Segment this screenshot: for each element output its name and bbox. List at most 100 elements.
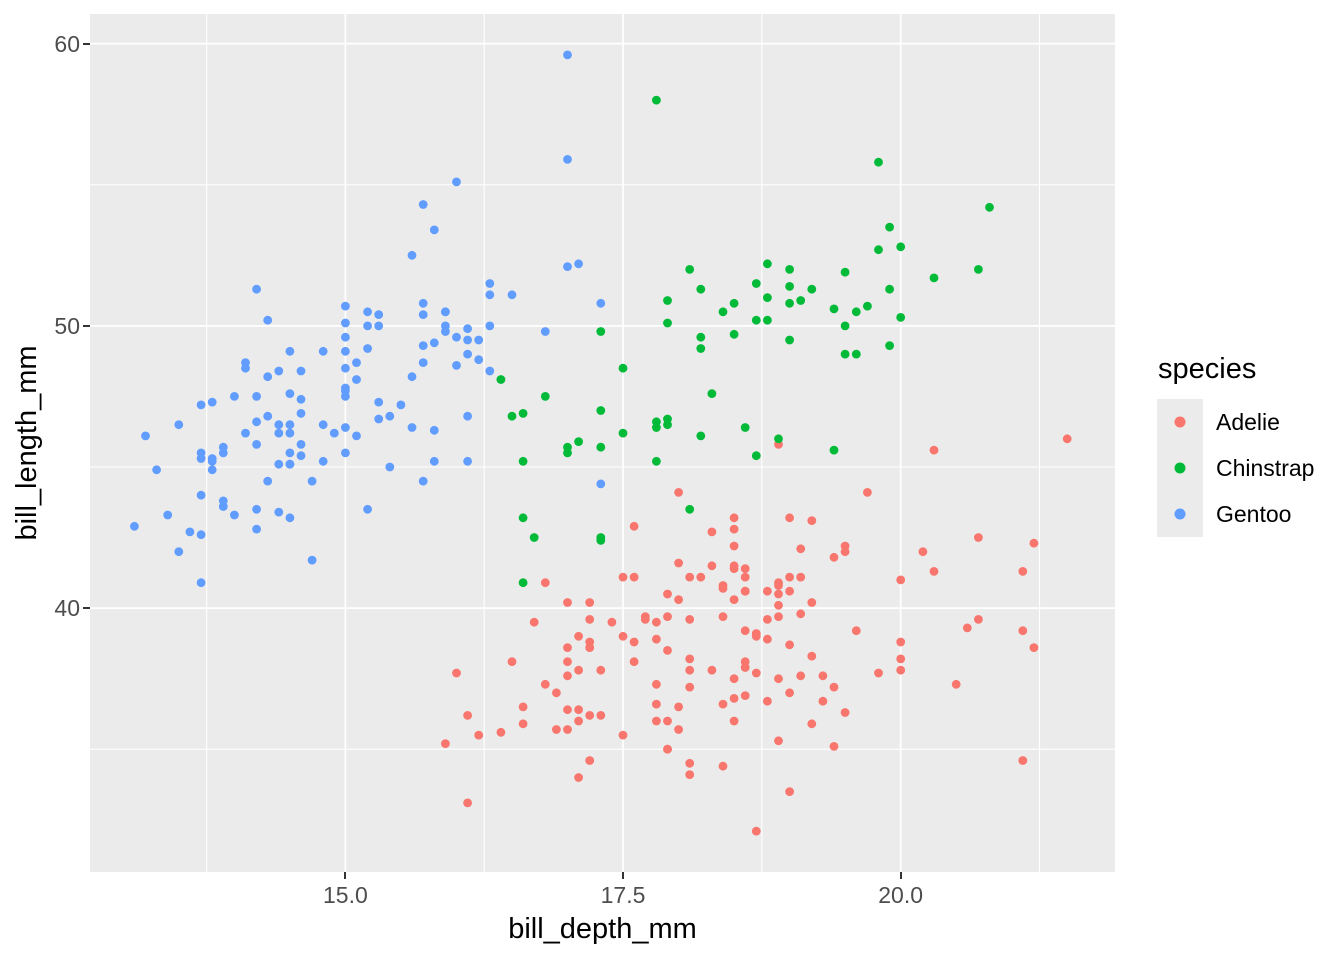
- data-point-chinstrap: [696, 284, 706, 294]
- data-point-adelie: [729, 595, 739, 604]
- data-point-adelie: [685, 654, 695, 664]
- data-point-gentoo: [274, 366, 284, 376]
- legend-dot-icon: [1174, 508, 1186, 520]
- legend-dot-icon: [1174, 462, 1186, 474]
- data-point-gentoo: [429, 338, 439, 348]
- data-point-adelie: [807, 651, 817, 661]
- data-point-gentoo: [274, 420, 284, 430]
- data-point-chinstrap: [718, 307, 728, 317]
- data-point-gentoo: [285, 459, 295, 469]
- data-point-gentoo: [341, 318, 350, 328]
- data-point-adelie: [629, 657, 639, 667]
- data-point-adelie: [1029, 643, 1039, 652]
- data-point-gentoo: [230, 510, 239, 520]
- data-point-adelie: [763, 634, 772, 644]
- data-point-adelie: [663, 646, 672, 655]
- data-point-chinstrap: [785, 265, 794, 274]
- data-point-gentoo: [296, 440, 306, 449]
- data-point-adelie: [829, 742, 839, 751]
- data-point-gentoo: [285, 513, 295, 523]
- legend-item-adelie: Adelie: [1157, 399, 1314, 445]
- data-point-adelie: [574, 716, 583, 726]
- data-point-adelie: [751, 826, 761, 836]
- data-point-adelie: [441, 739, 450, 748]
- x-tick-mark: [344, 872, 347, 879]
- data-point-gentoo: [263, 315, 273, 325]
- data-point-gentoo: [418, 310, 428, 319]
- data-point-chinstrap: [829, 304, 839, 314]
- data-point-adelie: [951, 679, 961, 689]
- data-point-gentoo: [141, 431, 150, 441]
- data-point-chinstrap: [974, 265, 983, 274]
- data-point-adelie: [607, 617, 617, 627]
- data-point-gentoo: [441, 327, 450, 336]
- data-point-gentoo: [307, 476, 317, 486]
- data-point-chinstrap: [840, 267, 850, 277]
- data-point-chinstrap: [863, 301, 872, 311]
- data-point-gentoo: [452, 361, 461, 370]
- data-point-gentoo: [207, 397, 217, 407]
- x-tick-label: 15.0: [323, 882, 368, 908]
- data-point-adelie: [929, 567, 939, 576]
- data-point-adelie: [774, 581, 783, 590]
- data-point-chinstrap: [663, 296, 672, 305]
- data-point-adelie: [629, 637, 639, 647]
- data-point-chinstrap: [685, 504, 695, 514]
- data-point-gentoo: [385, 411, 395, 421]
- data-point-adelie: [896, 654, 906, 664]
- data-point-gentoo: [207, 465, 217, 475]
- data-point-adelie: [540, 578, 550, 588]
- data-point-gentoo: [463, 456, 472, 466]
- data-point-adelie: [574, 773, 583, 782]
- data-point-adelie: [1018, 626, 1028, 636]
- data-point-gentoo: [429, 456, 439, 466]
- data-point-gentoo: [563, 50, 572, 60]
- data-point-adelie: [774, 612, 783, 621]
- data-point-gentoo: [241, 363, 250, 373]
- data-point-chinstrap: [785, 335, 794, 345]
- data-point-chinstrap: [851, 307, 861, 317]
- data-point-adelie: [563, 705, 572, 715]
- data-point-adelie: [785, 640, 794, 650]
- data-point-adelie: [1018, 756, 1028, 765]
- data-point-chinstrap: [663, 318, 672, 328]
- data-point-chinstrap: [652, 456, 661, 466]
- data-point-gentoo: [385, 462, 395, 472]
- data-point-chinstrap: [729, 329, 739, 339]
- data-point-chinstrap: [896, 313, 906, 322]
- data-point-adelie: [829, 682, 839, 692]
- data-point-adelie: [585, 643, 595, 652]
- data-point-adelie: [707, 665, 717, 675]
- data-point-chinstrap: [874, 157, 883, 167]
- data-point-chinstrap: [518, 409, 528, 418]
- data-point-chinstrap: [774, 434, 783, 444]
- data-point-adelie: [563, 657, 572, 667]
- data-point-chinstrap: [596, 327, 606, 336]
- x-tick-label: 17.5: [600, 882, 646, 908]
- data-point-adelie: [740, 586, 750, 596]
- data-point-gentoo: [474, 335, 484, 345]
- data-point-adelie: [974, 615, 983, 624]
- data-point-gentoo: [252, 504, 261, 514]
- data-point-gentoo: [174, 420, 184, 430]
- data-point-gentoo: [163, 510, 173, 520]
- data-point-adelie: [540, 679, 550, 689]
- data-point-adelie: [685, 665, 695, 675]
- data-point-chinstrap: [596, 442, 606, 452]
- y-tick-mark: [83, 42, 90, 45]
- data-point-adelie: [763, 615, 772, 624]
- data-point-gentoo: [374, 414, 384, 424]
- data-point-adelie: [796, 572, 806, 582]
- data-point-adelie: [585, 598, 595, 607]
- data-point-adelie: [640, 612, 650, 621]
- data-point-adelie: [652, 617, 661, 627]
- data-point-gentoo: [263, 411, 273, 421]
- data-point-adelie: [840, 708, 850, 717]
- data-point-gentoo: [596, 479, 606, 489]
- data-point-gentoo: [452, 332, 461, 342]
- data-point-gentoo: [196, 400, 206, 410]
- data-point-chinstrap: [596, 533, 606, 542]
- data-point-adelie: [563, 598, 572, 607]
- data-point-adelie: [685, 572, 695, 582]
- data-point-adelie: [552, 688, 561, 698]
